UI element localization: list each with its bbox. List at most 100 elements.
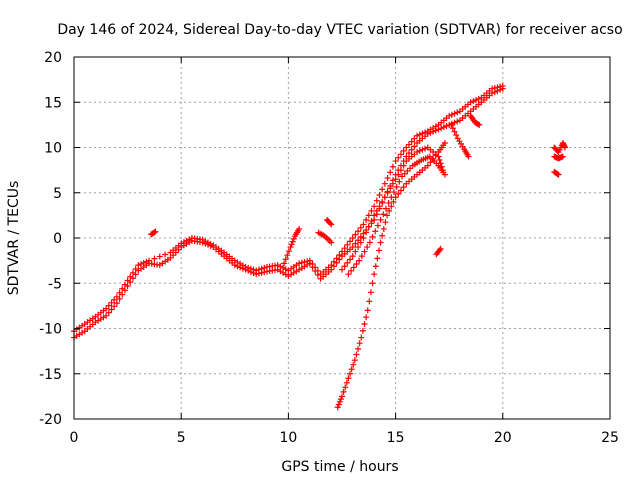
data-point-marker xyxy=(554,170,561,177)
data-point-marker xyxy=(400,162,407,169)
data-point-marker xyxy=(396,178,403,185)
data-point-marker xyxy=(422,129,429,136)
data-point-marker xyxy=(427,159,434,166)
data-point-marker xyxy=(390,189,397,196)
data-point-marker xyxy=(281,260,288,267)
data-point-marker xyxy=(288,241,295,248)
data-point-marker xyxy=(352,248,359,255)
data-point-marker xyxy=(132,265,139,272)
y-axis-label: SDTVAR / TECUs xyxy=(6,181,22,296)
data-point-marker xyxy=(559,153,566,160)
data-point-marker xyxy=(138,261,144,268)
data-point-marker xyxy=(290,235,297,242)
data-point-marker xyxy=(465,153,472,160)
data-point-marker xyxy=(357,239,364,246)
data-point-marker xyxy=(124,277,131,284)
data-point-marker xyxy=(296,225,303,232)
data-point-marker xyxy=(116,289,123,296)
data-point-marker xyxy=(202,238,209,245)
y-tick-label: -15 xyxy=(39,367,62,383)
data-point-marker xyxy=(356,340,363,347)
data-point-marker xyxy=(380,225,387,232)
data-point-marker xyxy=(419,130,426,137)
data-point-marker xyxy=(392,176,399,183)
series-segment-mid-3 xyxy=(433,245,444,258)
data-point-marker xyxy=(287,244,294,251)
data-point-marker xyxy=(261,264,268,271)
data-point-marker xyxy=(368,207,375,214)
data-point-marker xyxy=(475,95,482,102)
data-point-marker xyxy=(103,312,110,319)
data-point-marker xyxy=(361,320,368,327)
data-point-marker xyxy=(151,229,158,236)
data-point-marker xyxy=(454,118,461,125)
data-point-marker xyxy=(337,396,344,403)
data-point-marker xyxy=(406,141,412,148)
data-point-marker xyxy=(327,220,334,227)
data-point-marker xyxy=(430,155,437,162)
data-point-marker xyxy=(328,262,335,269)
data-point-marker xyxy=(372,263,379,270)
y-tick-label: -10 xyxy=(39,322,62,338)
data-point-marker xyxy=(379,186,386,193)
x-tick-label: 15 xyxy=(387,430,405,446)
data-point-marker xyxy=(352,240,359,247)
data-point-marker xyxy=(437,245,444,252)
series-segment-mid-1 xyxy=(315,229,335,246)
data-point-marker xyxy=(440,124,447,131)
data-point-marker xyxy=(355,345,362,352)
data-point-marker xyxy=(408,146,415,153)
data-point-marker xyxy=(400,184,407,191)
data-point-marker xyxy=(416,147,423,154)
series-segment-mid-2 xyxy=(323,216,335,228)
data-point-marker xyxy=(255,266,262,273)
data-point-marker xyxy=(304,258,311,265)
data-point-marker xyxy=(384,175,391,182)
data-point-marker xyxy=(414,149,421,156)
data-point-marker xyxy=(379,232,386,239)
data-point-marker xyxy=(399,173,406,180)
data-point-marker xyxy=(389,163,396,170)
data-point-marker xyxy=(135,262,142,269)
data-point-marker xyxy=(359,327,366,334)
data-point-marker xyxy=(422,145,429,152)
data-point-marker xyxy=(395,171,402,178)
data-point-marker xyxy=(355,228,362,235)
data-point-marker xyxy=(376,192,383,199)
data-point-marker xyxy=(397,187,404,194)
data-point-marker xyxy=(363,314,370,321)
data-point-marker xyxy=(494,84,501,91)
data-point-marker xyxy=(280,264,287,271)
data-point-marker xyxy=(414,132,421,139)
data-point-marker xyxy=(151,255,158,262)
data-point-marker xyxy=(373,207,380,214)
data-point-marker xyxy=(448,111,455,118)
data-point-marker xyxy=(348,267,355,274)
data-point-marker xyxy=(497,83,504,90)
data-point-marker xyxy=(349,235,356,241)
data-point-marker xyxy=(306,257,313,264)
data-point-marker xyxy=(561,144,568,151)
data-point-marker xyxy=(336,251,343,258)
data-point-marker xyxy=(347,370,354,377)
data-point-marker xyxy=(351,357,358,364)
data-point-marker xyxy=(365,223,372,230)
data-point-marker xyxy=(371,203,378,210)
data-point-marker xyxy=(384,212,391,219)
data-point-marker xyxy=(395,154,402,161)
y-tick-label: 10 xyxy=(44,141,62,157)
data-point-marker xyxy=(350,264,357,271)
data-point-marker xyxy=(242,263,249,270)
data-point-marker xyxy=(167,254,174,261)
data-point-marker xyxy=(339,393,345,400)
data-point-marker xyxy=(180,239,187,246)
data-point-marker xyxy=(146,257,153,264)
data-point-marker xyxy=(475,121,482,128)
data-point-marker xyxy=(404,168,411,175)
x-tick-label: 0 xyxy=(70,430,79,446)
series-track-rising xyxy=(334,139,448,411)
y-tick-label: 5 xyxy=(53,186,62,202)
data-point-marker xyxy=(250,266,257,273)
data-point-marker xyxy=(358,253,365,260)
data-point-marker xyxy=(105,309,112,316)
